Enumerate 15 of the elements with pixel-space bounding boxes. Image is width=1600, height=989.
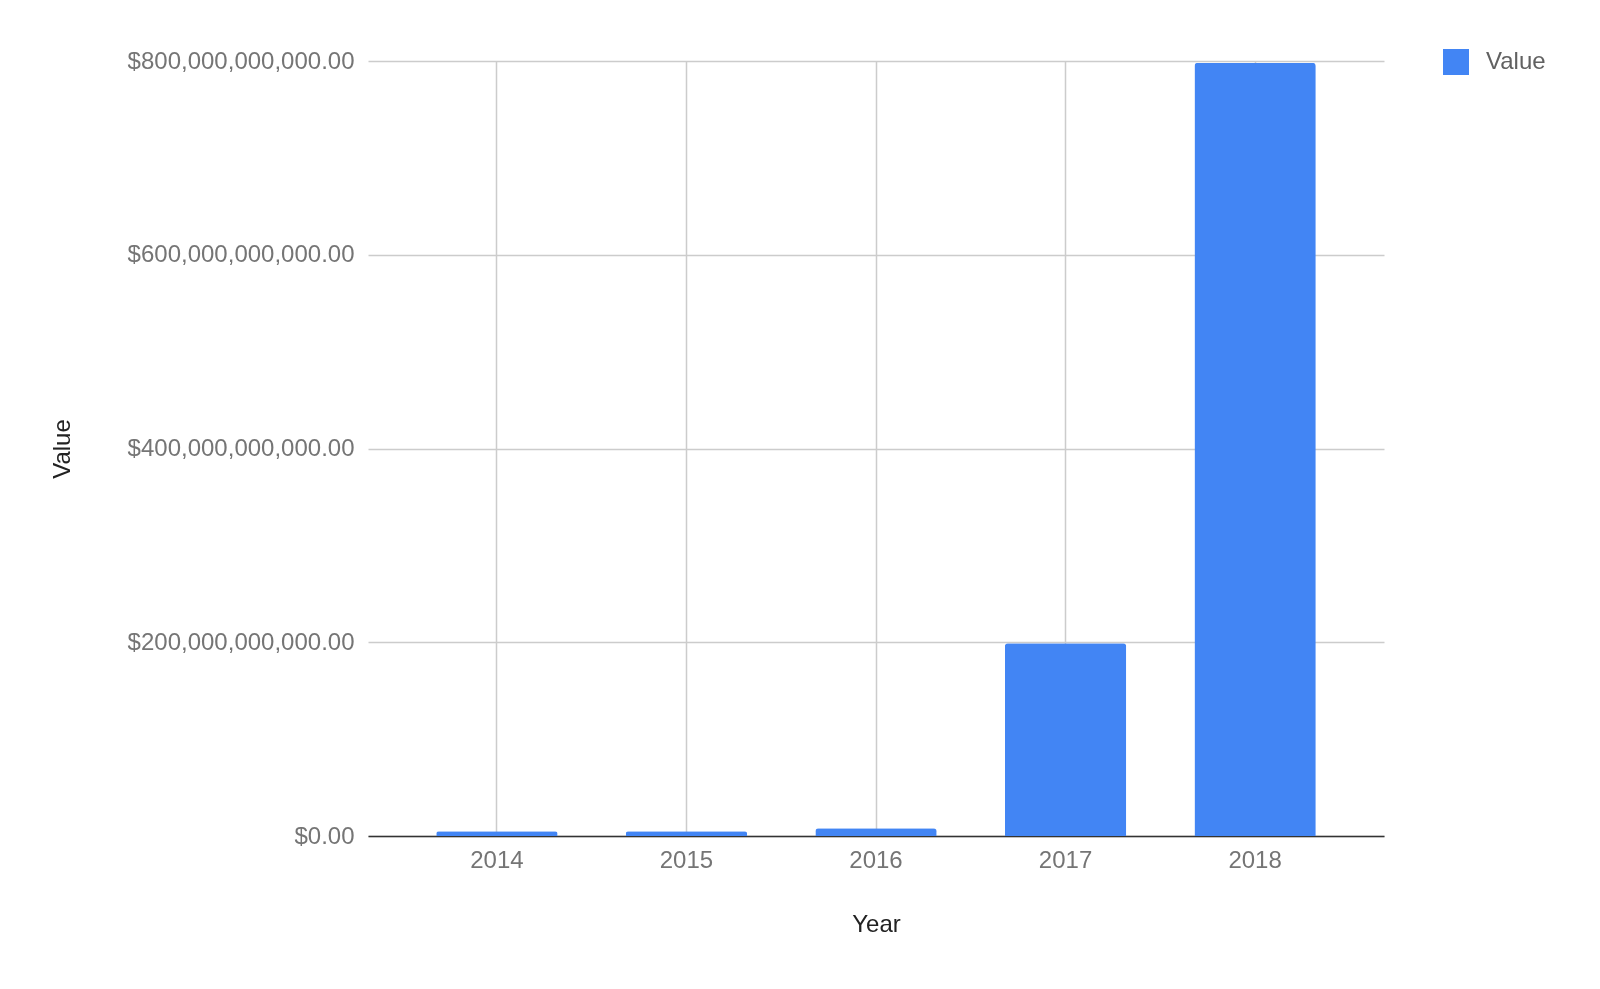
x-tick-label: 2018: [1228, 845, 1282, 873]
legend-label: Value: [1486, 47, 1546, 74]
y-tick-label: $200,000,000,000.00: [127, 627, 355, 655]
x-tick-label: 2014: [470, 845, 524, 873]
x-tick-label: 2017: [1038, 845, 1093, 873]
y-tick-label: $600,000,000,000.00: [127, 240, 355, 268]
x-tick-label: 2016: [849, 845, 903, 873]
y-axis-title: Value: [47, 419, 75, 479]
y-tick-label: $0.00: [294, 821, 355, 849]
x-tick-label: 2015: [659, 845, 714, 873]
y-tick-label: $400,000,000,000.00: [127, 434, 355, 461]
y-tick-label: $800,000,000,000.00: [127, 46, 355, 74]
bar: [1004, 643, 1127, 836]
bar: [1194, 62, 1316, 836]
x-axis-title: Year: [852, 909, 901, 937]
